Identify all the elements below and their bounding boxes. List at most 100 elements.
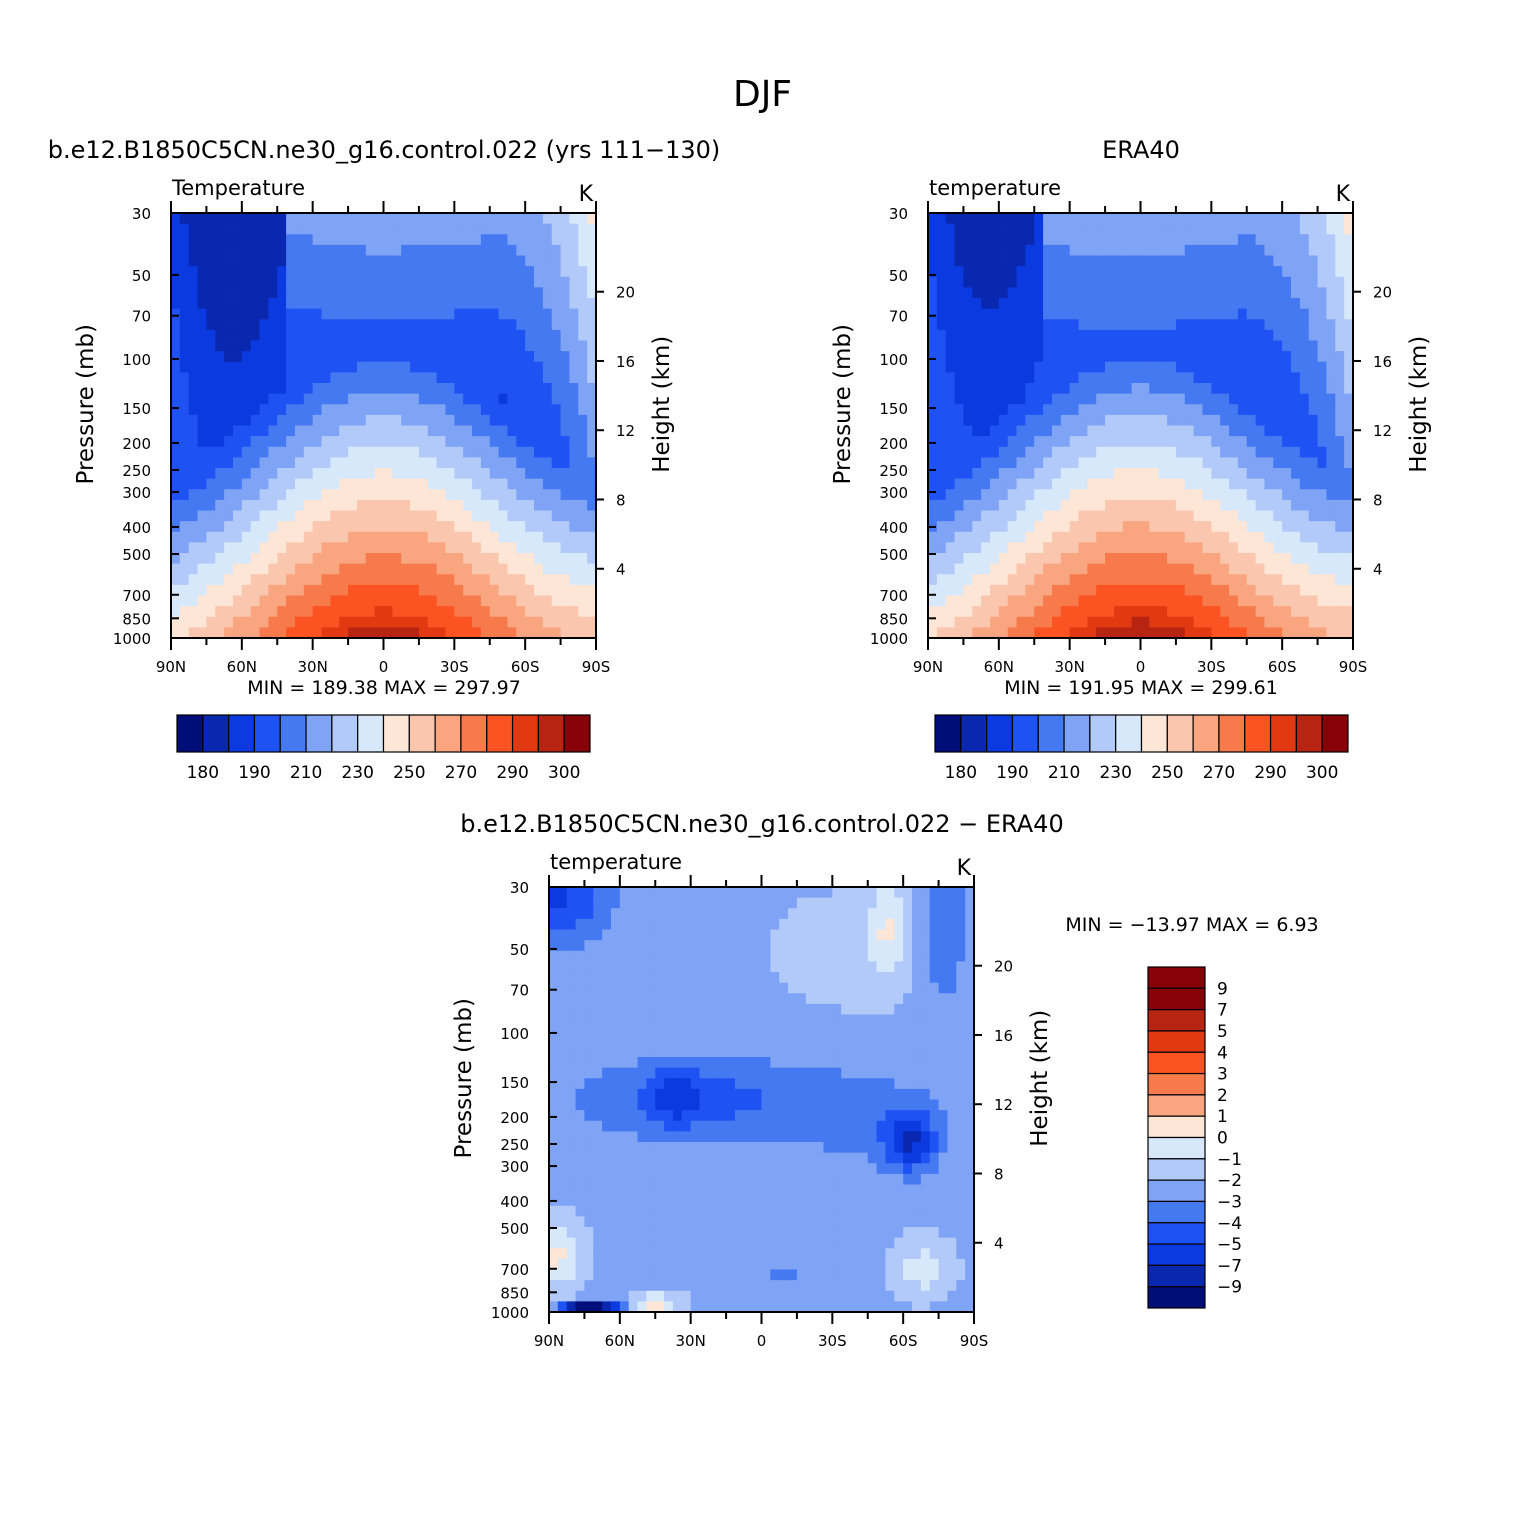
field-cell bbox=[1291, 287, 1301, 299]
field-cell bbox=[197, 627, 208, 639]
field-cell bbox=[392, 213, 402, 225]
field-cell bbox=[655, 1269, 665, 1281]
field-cell bbox=[1326, 457, 1336, 469]
field-cell bbox=[928, 489, 938, 501]
field-cell bbox=[628, 897, 639, 909]
field-cell bbox=[1326, 404, 1336, 416]
field-cell bbox=[1113, 595, 1124, 607]
field-cell bbox=[534, 276, 544, 288]
field-cell bbox=[1167, 266, 1177, 278]
field-cell bbox=[1043, 383, 1053, 395]
field-cell bbox=[963, 489, 973, 501]
field-cell bbox=[726, 940, 736, 952]
field-cell bbox=[936, 446, 947, 458]
field-cell bbox=[480, 616, 491, 628]
field-cell bbox=[726, 1248, 736, 1260]
field-cell bbox=[551, 436, 562, 448]
field-cell bbox=[593, 1131, 603, 1143]
field-cell bbox=[339, 542, 349, 554]
field-cell bbox=[179, 531, 190, 543]
field-cell bbox=[1167, 616, 1177, 628]
field-cell bbox=[752, 1142, 763, 1154]
field-cell bbox=[726, 1205, 736, 1217]
field-cell bbox=[1016, 351, 1026, 363]
field-cell bbox=[1317, 616, 1328, 628]
field-cell bbox=[215, 606, 225, 618]
field-cell bbox=[557, 1216, 568, 1228]
field-cell bbox=[1317, 234, 1328, 246]
field-cell bbox=[1246, 425, 1257, 437]
field-cell bbox=[1344, 574, 1354, 586]
field-cell bbox=[286, 425, 296, 437]
field-cell bbox=[1335, 319, 1345, 331]
field-cell bbox=[171, 223, 181, 235]
field-cell bbox=[1087, 468, 1097, 480]
field-cell bbox=[1051, 436, 1062, 448]
field-cell bbox=[392, 446, 402, 458]
field-cell bbox=[463, 606, 473, 618]
field-cell bbox=[1273, 489, 1283, 501]
field-cell bbox=[1299, 414, 1310, 427]
field-cell bbox=[277, 308, 287, 320]
field-cell bbox=[551, 468, 562, 480]
field-cell bbox=[1051, 553, 1062, 565]
field-cell bbox=[557, 1078, 568, 1090]
field-cell bbox=[717, 1025, 727, 1037]
field-cell bbox=[294, 563, 305, 575]
field-cell bbox=[1069, 276, 1080, 288]
field-cell bbox=[602, 940, 612, 952]
field-cell bbox=[1149, 404, 1159, 416]
field-cell bbox=[418, 510, 429, 522]
field-cell bbox=[1007, 489, 1018, 501]
field-cell bbox=[268, 287, 278, 299]
field-cell bbox=[436, 478, 447, 490]
field-cell bbox=[602, 1237, 612, 1249]
field-cell bbox=[566, 1120, 577, 1132]
field-cell bbox=[928, 223, 938, 235]
field-cell bbox=[575, 1110, 586, 1122]
field-cell bbox=[936, 414, 947, 427]
field-cell bbox=[1175, 351, 1186, 363]
field-cell bbox=[259, 478, 269, 490]
field-cell bbox=[945, 606, 956, 618]
field-cell bbox=[188, 436, 199, 448]
field-cell bbox=[1264, 255, 1274, 267]
field-cell bbox=[410, 468, 420, 480]
field-cell bbox=[188, 414, 199, 427]
field-cell bbox=[525, 308, 535, 320]
field-cell bbox=[672, 1195, 683, 1207]
field-cell bbox=[489, 584, 500, 597]
field-cell bbox=[936, 574, 947, 586]
field-cell bbox=[549, 1173, 559, 1186]
field-cell bbox=[312, 468, 323, 480]
field-cell bbox=[445, 499, 455, 512]
field-cell bbox=[1122, 446, 1133, 458]
field-cell bbox=[330, 404, 340, 416]
field-cell bbox=[628, 1078, 639, 1090]
field-cell bbox=[215, 287, 225, 299]
field-cell bbox=[542, 510, 553, 522]
field-cell bbox=[672, 1142, 683, 1154]
field-cell bbox=[726, 972, 736, 984]
field-cell bbox=[560, 266, 571, 278]
field-cell bbox=[646, 1057, 656, 1069]
field-cell bbox=[489, 351, 500, 363]
field-cell bbox=[972, 351, 982, 363]
field-cell bbox=[566, 1035, 577, 1047]
pressure-tick-label: 150 bbox=[879, 400, 908, 418]
field-cell bbox=[1078, 616, 1088, 628]
field-cell bbox=[1282, 383, 1292, 395]
field-cell bbox=[1069, 446, 1080, 458]
field-cell bbox=[410, 393, 420, 405]
field-cell bbox=[224, 489, 234, 501]
field-cell bbox=[699, 1184, 709, 1196]
field-cell bbox=[1043, 255, 1053, 267]
field-cell bbox=[569, 531, 579, 543]
field-cell bbox=[593, 1301, 603, 1313]
field-cell bbox=[356, 287, 367, 299]
field-cell bbox=[734, 940, 745, 952]
field-cell bbox=[436, 468, 447, 480]
field-cell bbox=[1113, 446, 1124, 458]
field-cell bbox=[312, 446, 323, 458]
field-cell bbox=[339, 372, 349, 384]
